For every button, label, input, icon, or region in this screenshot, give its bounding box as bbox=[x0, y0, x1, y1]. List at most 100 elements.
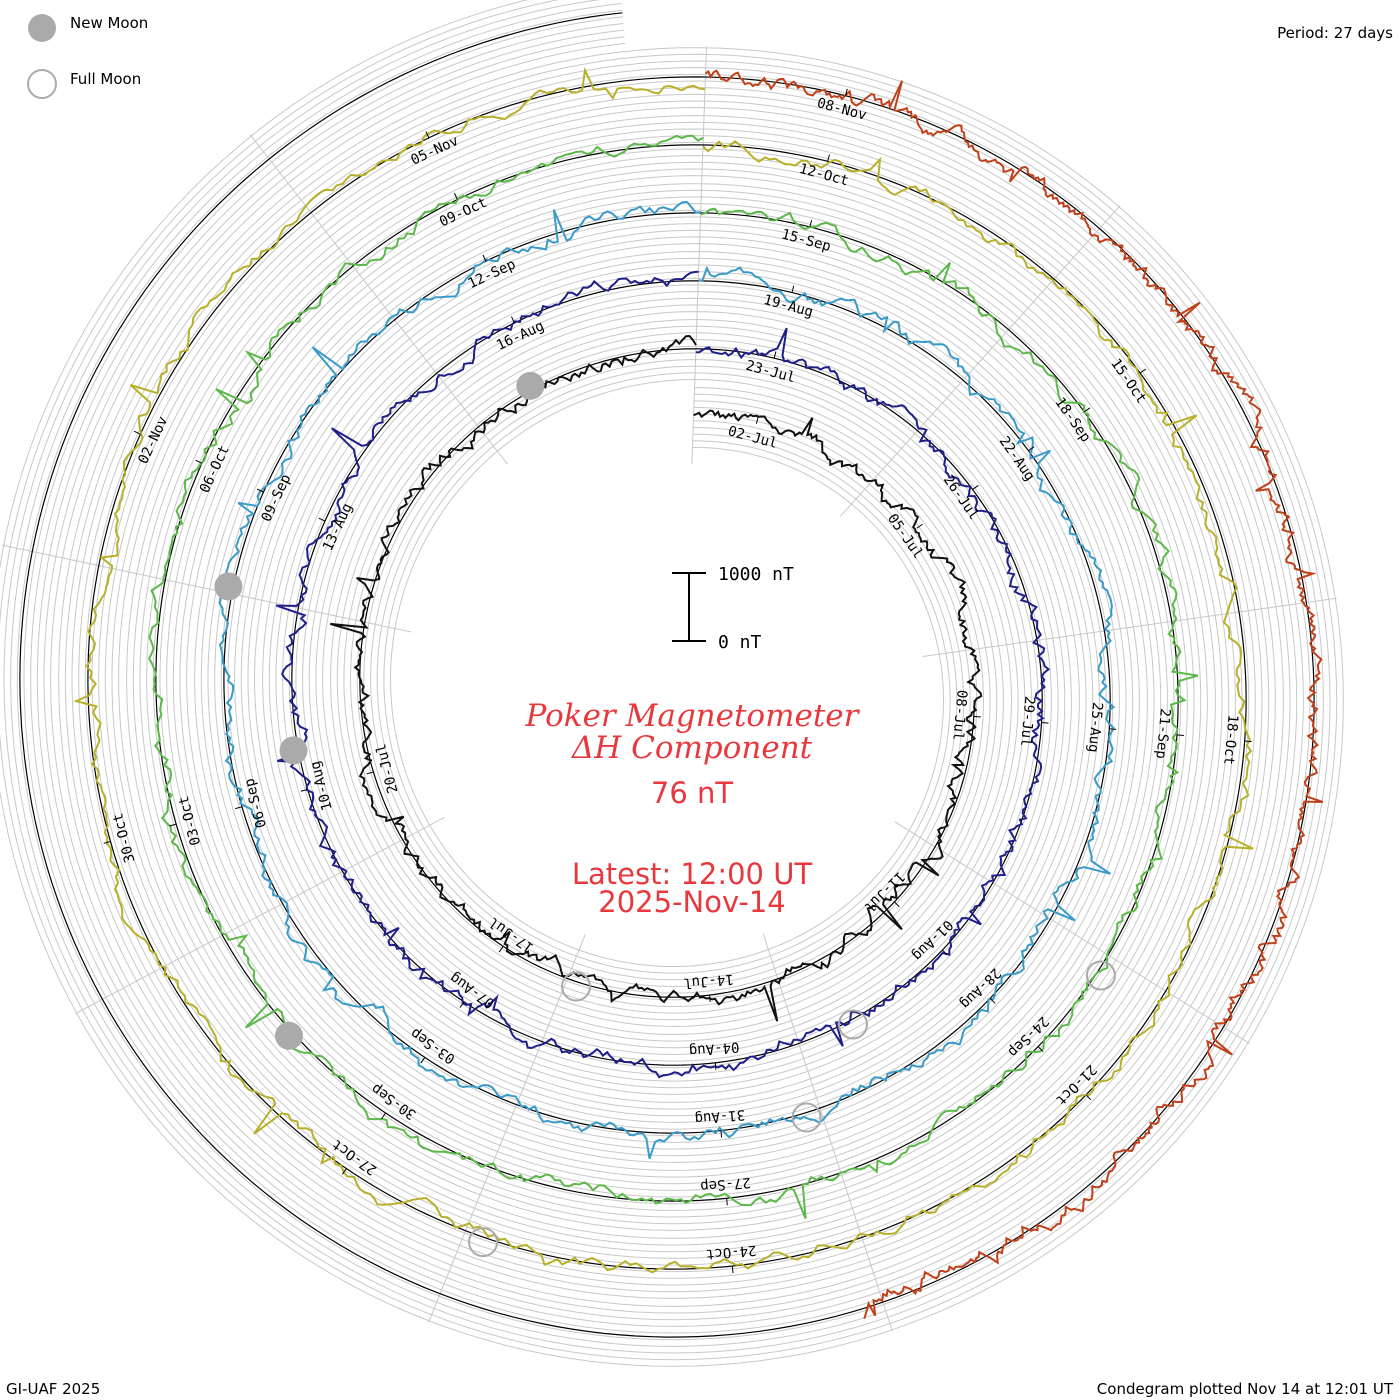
date-label: 06-Oct bbox=[197, 443, 233, 496]
grid-spiral bbox=[36, 29, 1298, 1321]
date-tick bbox=[755, 416, 759, 424]
date-tick bbox=[300, 788, 308, 792]
scale-bottom-label: 0 nT bbox=[718, 632, 762, 653]
date-tick bbox=[1176, 734, 1184, 736]
date-label: 13-Aug bbox=[320, 501, 356, 554]
series-line-4 bbox=[73, 66, 1254, 1274]
date-tick bbox=[103, 841, 111, 844]
radial-spoke bbox=[249, 134, 509, 465]
new-moon-marker bbox=[274, 1021, 303, 1050]
date-tick bbox=[169, 823, 177, 827]
scale-top-label: 1000 nT bbox=[718, 564, 794, 585]
radial-spoke bbox=[839, 205, 1121, 517]
new-moon-marker bbox=[214, 572, 243, 601]
date-tick bbox=[1109, 728, 1117, 730]
date-tick bbox=[720, 1130, 723, 1138]
date-tick bbox=[916, 523, 923, 529]
date-label: 08-Jul bbox=[949, 689, 970, 741]
date-tick bbox=[459, 1001, 465, 1008]
date-tick bbox=[989, 997, 996, 1004]
date-tick bbox=[318, 517, 326, 522]
legend-new-moon: New Moon bbox=[70, 14, 148, 32]
date-tick bbox=[256, 488, 264, 493]
radial-spoke bbox=[691, 46, 707, 465]
date-tick bbox=[894, 901, 900, 908]
date-tick bbox=[791, 285, 795, 293]
grid-spiral bbox=[50, 42, 1284, 1307]
date-tick bbox=[773, 351, 777, 359]
date-tick bbox=[973, 715, 981, 718]
latest-date: 2025-Nov-14 bbox=[598, 885, 785, 919]
legend: New Moon Full Moon bbox=[27, 14, 148, 99]
radial-spoke bbox=[2, 544, 412, 633]
chart-title: Poker Magnetometer bbox=[525, 698, 861, 734]
magnetometer-series bbox=[73, 66, 1324, 1319]
date-label: 05-Nov bbox=[409, 133, 462, 169]
moon-phase-markers bbox=[214, 371, 1116, 1258]
full-moon-marker bbox=[561, 971, 592, 1002]
grid-spiral bbox=[43, 36, 1291, 1314]
date-label: 16-Aug bbox=[494, 318, 547, 354]
date-tick bbox=[1085, 1094, 1092, 1101]
date-tick bbox=[366, 771, 374, 775]
date-tick bbox=[498, 946, 504, 953]
spiral-grid bbox=[0, 0, 1344, 1367]
date-label: 09-Sep bbox=[258, 472, 294, 525]
date-label: 18-Oct bbox=[1220, 714, 1241, 766]
full-moon-icon bbox=[27, 69, 57, 99]
date-tick bbox=[827, 154, 830, 162]
date-tick bbox=[844, 88, 848, 96]
grid-spiral bbox=[0, 0, 1344, 1367]
date-tick bbox=[1037, 1046, 1044, 1052]
grid-spiral bbox=[16, 9, 1318, 1341]
full-moon-marker bbox=[837, 1009, 868, 1040]
radial-spoke bbox=[762, 933, 893, 1332]
date-tick bbox=[133, 430, 141, 435]
radial-spokes bbox=[2, 46, 1337, 1332]
date-tick bbox=[1244, 740, 1252, 743]
scale-bar: 1000 nT 0 nT bbox=[672, 564, 794, 653]
full-moon-marker bbox=[791, 1102, 822, 1133]
date-tick bbox=[453, 192, 458, 200]
date-tick bbox=[341, 1168, 347, 1175]
date-tick bbox=[235, 806, 243, 810]
date-tick bbox=[195, 459, 203, 464]
current-value: 76 nT bbox=[651, 776, 733, 810]
date-label: 12-Sep bbox=[466, 256, 519, 292]
radial-spoke bbox=[75, 816, 445, 1015]
grid-spiral bbox=[10, 3, 1324, 1347]
full-moon-marker bbox=[1085, 960, 1116, 991]
date-label: 25-Aug bbox=[1085, 701, 1106, 753]
radial-spoke bbox=[428, 934, 586, 1323]
date-label: 24-Oct bbox=[705, 1242, 757, 1262]
date-tick bbox=[972, 485, 979, 490]
date-tick bbox=[1139, 368, 1147, 374]
date-tick bbox=[731, 1266, 734, 1274]
date-tick bbox=[1083, 407, 1091, 413]
new-moon-marker bbox=[516, 371, 545, 400]
date-label: 27-Sep bbox=[700, 1174, 752, 1194]
legend-full-moon: Full Moon bbox=[70, 70, 141, 88]
date-label: 04-Aug bbox=[688, 1038, 740, 1058]
new-moon-icon bbox=[28, 14, 56, 42]
date-label: 14-Jul bbox=[683, 971, 735, 991]
series-line-1 bbox=[275, 270, 1051, 1079]
date-label: 09-Oct bbox=[437, 195, 490, 231]
grid-spiral bbox=[3, 0, 1331, 1354]
date-label: 21-Sep bbox=[1152, 708, 1173, 760]
date-tick bbox=[714, 1062, 717, 1070]
radial-spoke bbox=[894, 821, 1250, 1044]
date-tick bbox=[420, 1057, 426, 1064]
grid-spiral bbox=[23, 16, 1311, 1334]
date-tick bbox=[726, 1198, 728, 1206]
chart-subtitle: ΔH Component bbox=[571, 730, 813, 766]
date-tick bbox=[482, 254, 487, 262]
latest-time: Latest: 12:00 UT bbox=[572, 857, 813, 891]
grid-spiral bbox=[0, 0, 1338, 1361]
date-tick bbox=[809, 220, 813, 228]
date-tick bbox=[941, 949, 948, 956]
date-label: 31-Aug bbox=[694, 1106, 746, 1126]
radial-spoke bbox=[922, 597, 1337, 657]
footer-credit: GI-UAF 2025 bbox=[6, 1380, 100, 1398]
